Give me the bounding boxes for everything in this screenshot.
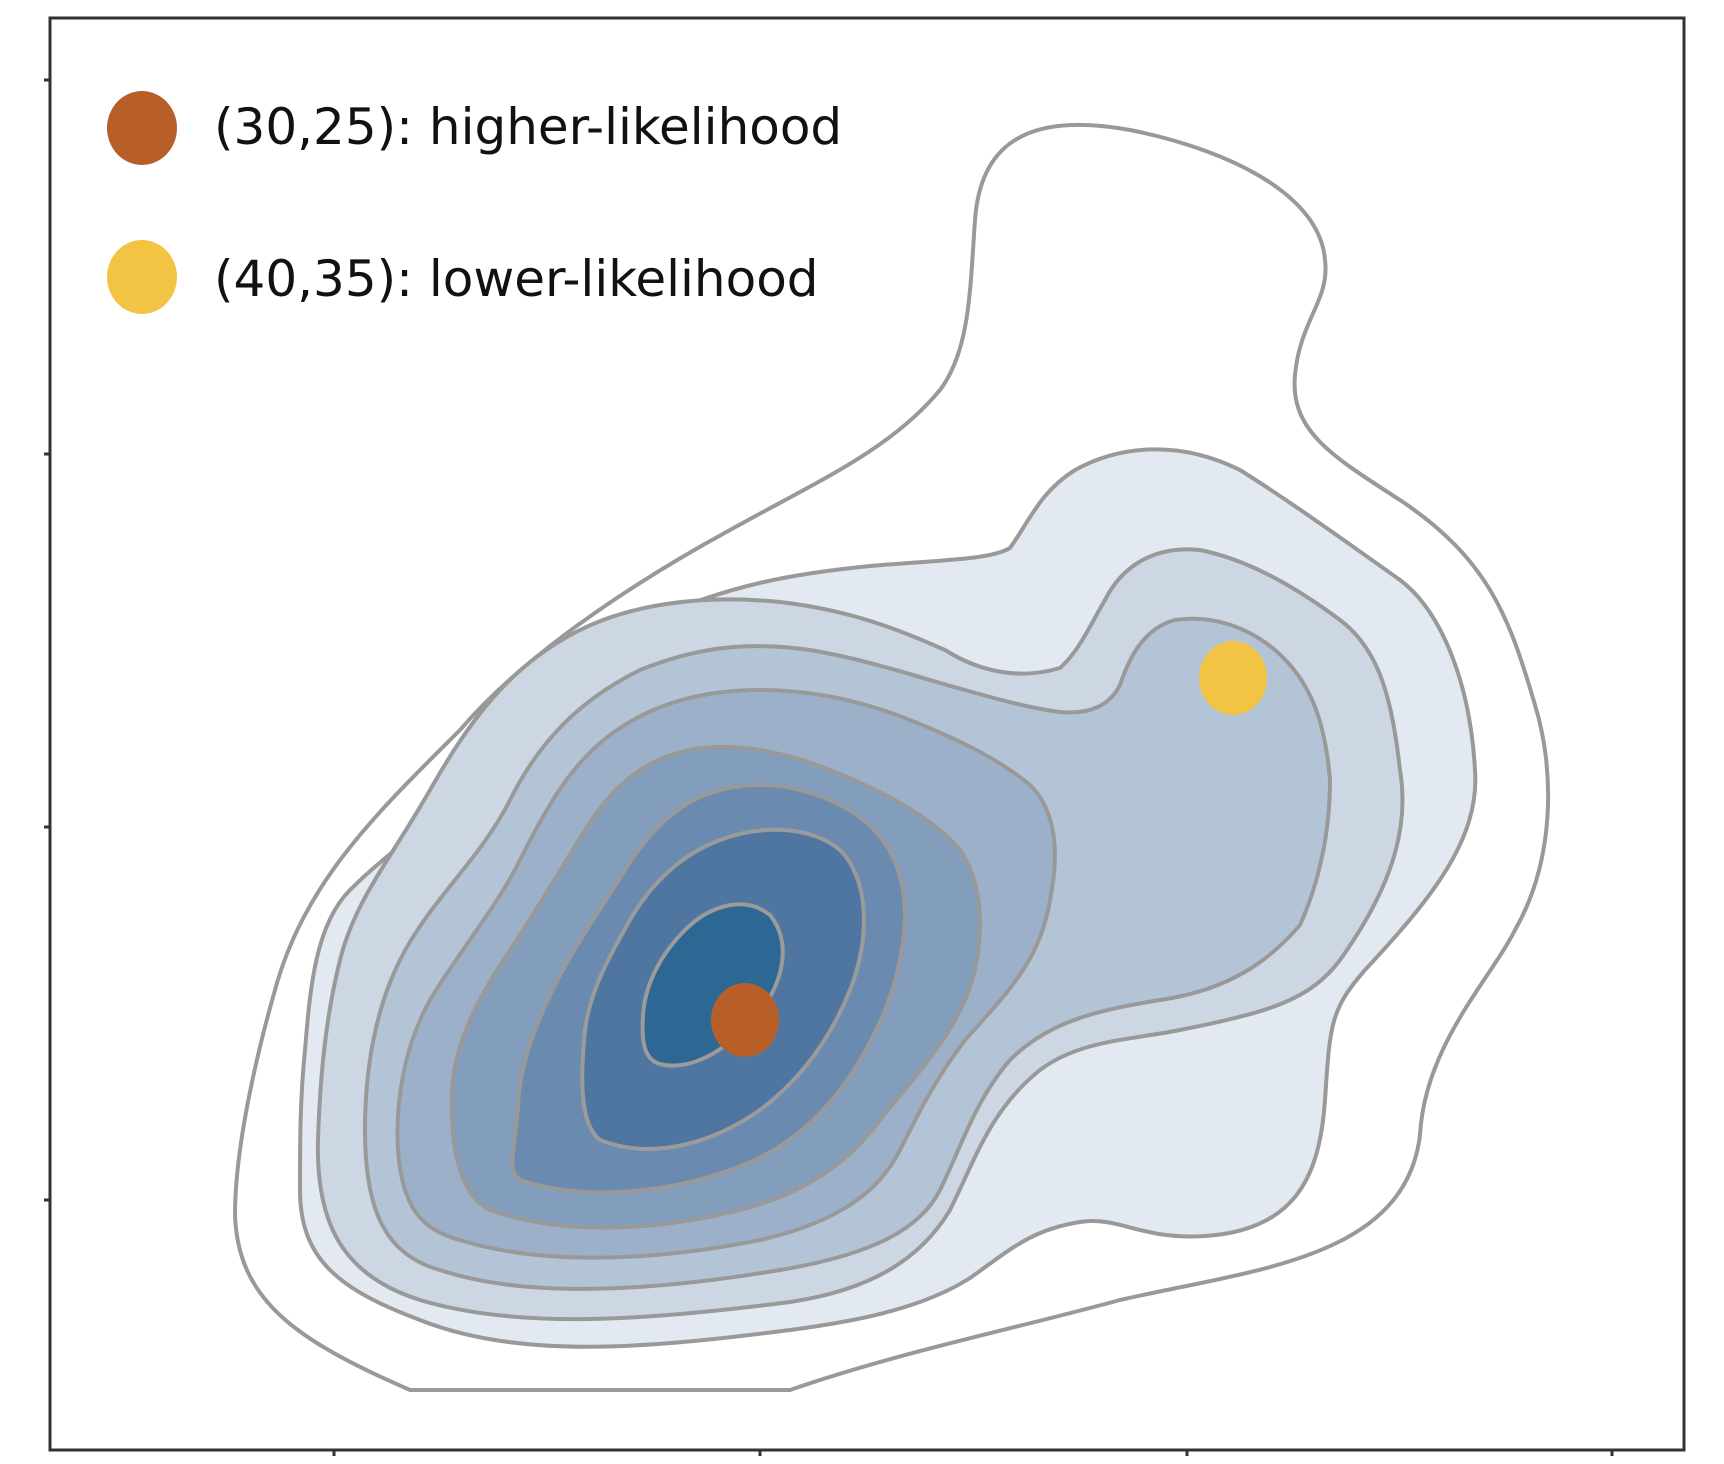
legend-label-higher: (30,25): higher-likelihood — [214, 98, 842, 156]
legend-item-higher: (30,25): higher-likelihood — [107, 91, 842, 165]
legend: (30,25): higher-likelihood (40,35): lowe… — [107, 91, 842, 314]
point-higher-likelihood — [711, 983, 779, 1057]
legend-label-lower: (40,35): lower-likelihood — [214, 250, 819, 308]
data-points — [711, 641, 1267, 1057]
legend-marker-lower — [107, 240, 177, 314]
density-contours — [232, 122, 1551, 1392]
y-axis-ticks — [44, 78, 50, 1202]
legend-marker-higher — [107, 91, 177, 165]
x-axis-ticks — [332, 1450, 1614, 1456]
point-lower-likelihood — [1199, 641, 1267, 715]
legend-item-lower: (40,35): lower-likelihood — [107, 240, 819, 314]
